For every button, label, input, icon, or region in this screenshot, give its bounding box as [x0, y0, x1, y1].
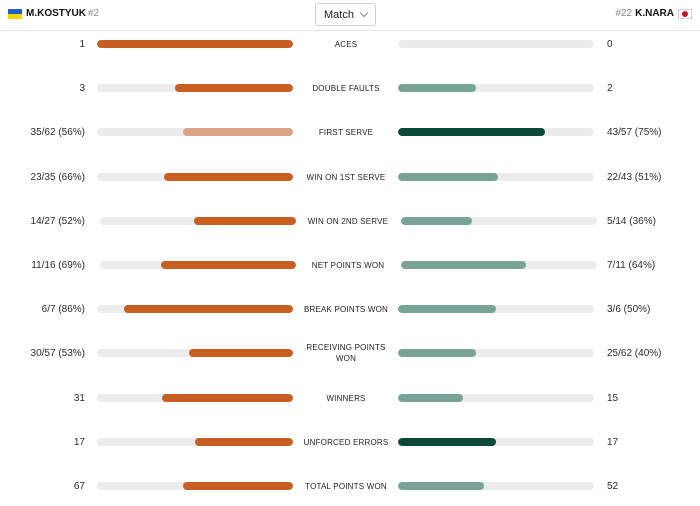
player1-stat-value: 6/7 (86%): [41, 303, 85, 315]
player2-stat-bar-track: [398, 394, 594, 402]
player1-stat-bar-track: [97, 438, 293, 446]
player1-stat-bar-track: [100, 217, 296, 225]
player1-stat-bar-track: [97, 40, 293, 48]
player1-seed: #2: [88, 8, 100, 19]
stat-row: 1 ACES 0: [0, 29, 700, 59]
stat-label: RECEIVING POINTS WON: [306, 343, 386, 363]
player2-stat-value: 43/57 (75%): [607, 126, 662, 138]
player2-stat-value: 3/6 (50%): [607, 303, 651, 315]
player1-stat-value: 23/35 (66%): [30, 171, 85, 183]
stat-row: 67 TOTAL POINTS WON 52: [0, 471, 700, 501]
player1-stat-value: 30/57 (53%): [30, 347, 85, 359]
stat-label: FIRST SERVE: [318, 127, 374, 137]
player1-stat-bar: [189, 349, 293, 357]
player1-stat-bar-track: [97, 305, 293, 313]
player2-stat-bar-track: [398, 84, 594, 92]
player1-stat-bar-track: [100, 261, 296, 269]
player2-stat-bar: [398, 305, 496, 313]
player1-stat-value: 35/62 (56%): [30, 126, 85, 138]
player2-seed: #22: [615, 8, 633, 19]
player1-stat-value: 14/27 (52%): [30, 215, 85, 227]
player2-stat-bar-track: [398, 305, 594, 313]
player1-stat-bar: [97, 40, 293, 48]
player2-stat-bar-track: [398, 40, 594, 48]
stat-label: DOUBLE FAULTS: [312, 83, 380, 93]
player2-stat-bar: [398, 128, 545, 136]
player1-stat-bar: [183, 128, 293, 136]
stat-row: 30/57 (53%) RECEIVING POINTS WON 25/62 (40…: [0, 338, 700, 368]
stat-label: NET POINTS WON: [311, 260, 385, 270]
stat-label: WIN ON 1ST SERVE: [306, 172, 386, 182]
stat-row: 35/62 (56%) FIRST SERVE 43/57 (75%): [0, 117, 700, 147]
player1-stat-value: 1: [79, 38, 85, 50]
stat-label: BREAK POINTS WON: [303, 304, 389, 314]
player2-stat-bar: [398, 482, 485, 490]
player1-stat-value: 17: [73, 436, 85, 448]
stat-row: 6/7 (86%) BREAK POINTS WON 3/6 (50%): [0, 294, 700, 324]
player2-stat-bar-track: [398, 173, 594, 181]
stat-row: 11/16 (69%) NET POINTS WON 7/11 (64%): [0, 250, 700, 280]
player2-stat-value: 5/14 (36%): [607, 215, 656, 227]
player1-stat-bar-track: [97, 173, 293, 181]
player2-stat-value: 17: [607, 436, 619, 448]
stat-row: 17 UNFORCED ERRORS 17: [0, 427, 700, 457]
ukraine-flag-icon: [8, 8, 22, 19]
player2-stat-value: 22/43 (51%): [607, 171, 662, 183]
player2-stat-bar: [401, 261, 527, 269]
player2-stat-bar: [398, 349, 477, 357]
player1-stat-bar: [161, 394, 293, 402]
player2-stat-bar-track: [401, 217, 597, 225]
player1-stat-bar: [124, 305, 293, 313]
stat-label: TOTAL POINTS WON: [305, 481, 387, 491]
player1-stat-bar: [194, 217, 296, 225]
player2-stat-bar: [398, 438, 496, 446]
player2-stat-value: 52: [607, 480, 619, 492]
player1-stat-bar: [175, 84, 293, 92]
stat-row: 14/27 (52%) WIN ON 2ND SERVE 5/14 (36%): [0, 206, 700, 236]
stat-label: WIN ON 2ND SERVE: [307, 216, 389, 226]
period-select[interactable]: Match: [315, 3, 376, 26]
player1-name: M.KOSTYUK: [26, 8, 86, 19]
player2-stat-bar: [401, 217, 472, 225]
stat-row: 23/35 (66%) WIN ON 1ST SERVE 22/43 (51%): [0, 162, 700, 192]
player1-stat-value: 31: [73, 392, 85, 404]
period-select-value: Match: [324, 8, 354, 21]
player1-stat-bar: [160, 261, 296, 269]
player2-stat-value: 7/11 (64%): [607, 259, 656, 271]
stat-row: 31 WINNERS 15: [0, 383, 700, 413]
player1-info: M.KOSTYUK #2: [8, 8, 99, 19]
stat-row: 3 DOUBLE FAULTS 2: [0, 73, 700, 103]
player2-stat-bar-track: [398, 349, 594, 357]
player2-stat-bar: [398, 394, 463, 402]
player2-stat-bar-track: [401, 261, 597, 269]
player2-info: #22 K.NARA: [615, 8, 692, 19]
player1-stat-bar-track: [97, 349, 293, 357]
player1-stat-bar-track: [97, 128, 293, 136]
player1-stat-value: 11/16 (69%): [31, 259, 85, 271]
japan-flag-icon: [678, 8, 692, 19]
player2-stat-value: 25/62 (40%): [607, 347, 662, 359]
player1-stat-value: 67: [73, 480, 85, 492]
stat-label: UNFORCED ERRORS: [303, 437, 389, 447]
player2-stat-bar: [398, 84, 477, 92]
stat-label: WINNERS: [326, 393, 366, 403]
player1-stat-bar-track: [97, 84, 293, 92]
player1-stat-value: 3: [79, 82, 85, 94]
player2-stat-value: 15: [607, 392, 619, 404]
player1-stat-bar: [195, 438, 293, 446]
player2-stat-value: 0: [607, 38, 613, 50]
player1-stat-bar-track: [97, 394, 293, 402]
player2-stat-bar-track: [398, 128, 594, 136]
player1-stat-bar: [163, 173, 293, 181]
player2-stat-bar: [398, 173, 498, 181]
stat-label: ACES: [334, 39, 358, 49]
match-header: M.KOSTYUK #2 Match #22 K.NARA: [0, 0, 700, 31]
player2-name: K.NARA: [635, 8, 674, 19]
player2-stat-value: 2: [607, 82, 613, 94]
player1-stat-bar-track: [97, 482, 293, 490]
player2-stat-bar-track: [398, 438, 594, 446]
player1-stat-bar: [183, 482, 293, 490]
chevron-down-icon: [359, 8, 369, 18]
player2-stat-bar-track: [398, 482, 594, 490]
